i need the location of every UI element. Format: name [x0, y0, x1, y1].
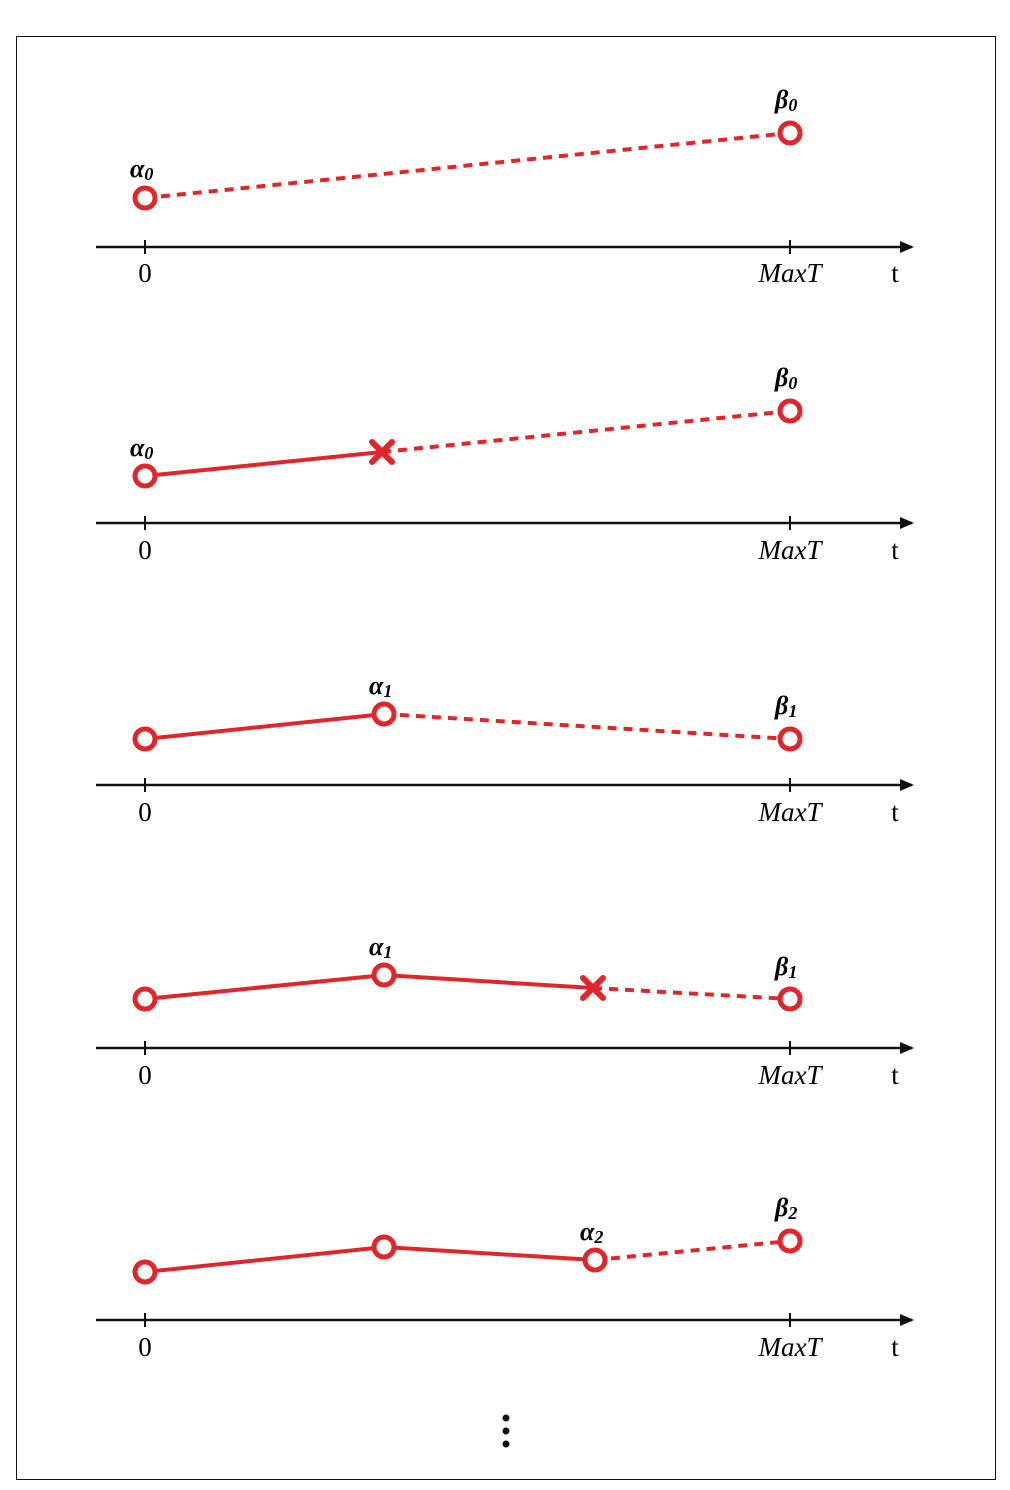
zero-label: 0 — [138, 1060, 152, 1090]
alpha-point — [132, 185, 158, 211]
zero-label: 0 — [138, 1332, 152, 1362]
failure-cross-icon — [580, 975, 606, 1001]
projection-line — [144, 131, 791, 200]
t-label: t — [891, 258, 899, 288]
projection-line — [592, 986, 791, 1001]
beta-label: β1 — [774, 691, 797, 721]
maxt-label: MaxT — [758, 797, 824, 827]
t-label: t — [891, 535, 899, 565]
figure-frame — [16, 36, 996, 1480]
beta-point — [777, 398, 803, 424]
alpha-label: α0 — [130, 433, 153, 463]
t-label: t — [891, 797, 899, 827]
alpha-point — [582, 1247, 608, 1273]
executed-segment — [144, 450, 383, 478]
projection-line — [594, 1239, 791, 1262]
beta-point — [777, 1228, 803, 1254]
waypoint — [371, 1234, 397, 1260]
t-label: t — [891, 1332, 899, 1362]
projection-line — [381, 409, 791, 454]
alpha-point — [371, 701, 397, 727]
maxt-label: MaxT — [758, 1060, 824, 1090]
alpha-label: α1 — [369, 671, 392, 701]
beta-label: β1 — [774, 952, 797, 982]
panel-1: 0 MaxT t α0 β0 — [96, 85, 914, 288]
maxt-label: MaxT — [758, 258, 824, 288]
panel-2: 0 MaxT t α0 β0 — [96, 363, 914, 565]
projection-line — [383, 712, 791, 741]
executed-segment — [144, 712, 385, 741]
maxt-label: MaxT — [758, 1332, 824, 1362]
beta-label: β0 — [774, 85, 797, 115]
beta-point — [777, 986, 803, 1012]
maxt-label: MaxT — [758, 535, 824, 565]
alpha-point — [371, 962, 397, 988]
start-point — [132, 1259, 158, 1285]
zero-label: 0 — [138, 258, 152, 288]
beta-point — [777, 726, 803, 752]
start-point — [132, 986, 158, 1012]
zero-label: 0 — [138, 535, 152, 565]
executed-segment — [144, 1244, 596, 1274]
failure-cross-icon — [369, 439, 395, 465]
zero-label: 0 — [138, 797, 152, 827]
alpha-label: α2 — [580, 1217, 603, 1247]
alpha-label: α0 — [130, 154, 153, 184]
beta-label: β0 — [774, 363, 797, 393]
panel-4: 0 MaxT t α1 β1 — [96, 932, 914, 1090]
panel-3: 0 MaxT t α1 β1 — [96, 671, 914, 827]
alpha-point — [132, 463, 158, 489]
start-point — [132, 726, 158, 752]
alpha-label: α1 — [369, 932, 392, 962]
beta-point — [777, 120, 803, 146]
t-label: t — [891, 1060, 899, 1090]
continuation-ellipsis-icon — [502, 1414, 510, 1448]
panel-5: 0 MaxT t α2 β2 — [96, 1193, 914, 1362]
executed-segment — [144, 972, 594, 1001]
beta-label: β2 — [774, 1193, 797, 1223]
